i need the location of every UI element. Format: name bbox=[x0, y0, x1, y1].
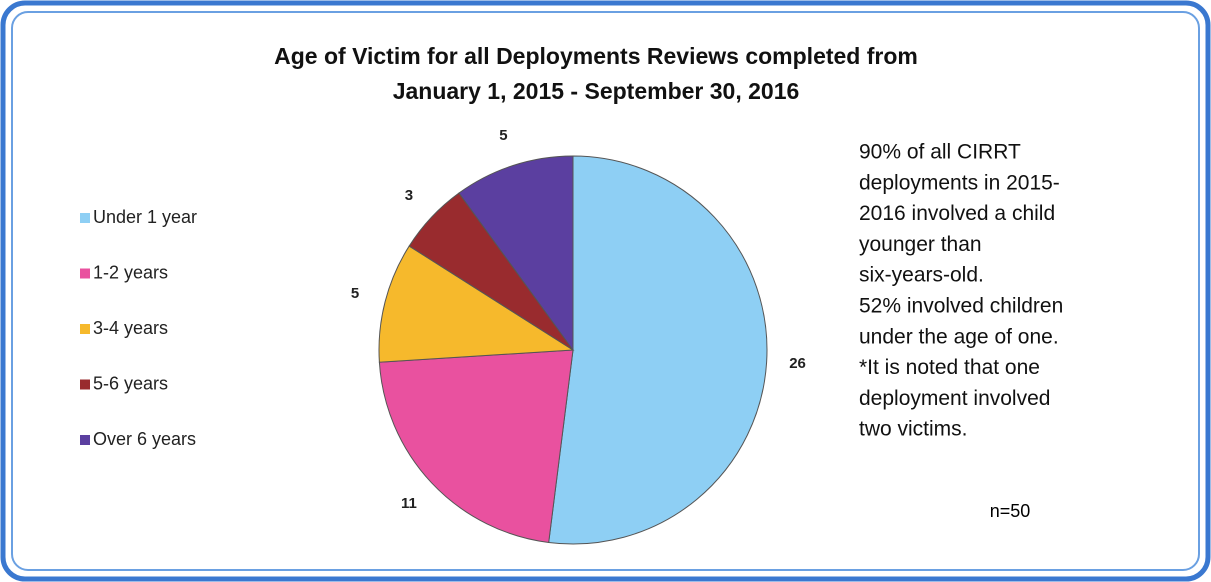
legend-swatch bbox=[80, 213, 90, 223]
annotation: younger than bbox=[859, 233, 982, 256]
pie-slice bbox=[458, 155, 574, 352]
data-label: 11 bbox=[401, 495, 417, 512]
annotation: 52% involved children bbox=[859, 295, 1063, 318]
legend-label: Under 1 year bbox=[93, 207, 197, 227]
data-label: 26 bbox=[789, 355, 806, 372]
annotation: deployments in 2015- bbox=[859, 171, 1060, 194]
data-label: 3 bbox=[405, 187, 413, 204]
annotation: 2016 involved a child bbox=[859, 202, 1055, 225]
legend-swatch bbox=[80, 268, 90, 279]
chart-title: January 1, 2015 - September 30, 2016 bbox=[393, 78, 800, 104]
pie-slice bbox=[548, 155, 768, 545]
data-label: 5 bbox=[351, 285, 359, 302]
legend-swatch bbox=[80, 324, 90, 334]
note: n=50 bbox=[990, 501, 1031, 521]
legend-swatch bbox=[80, 435, 90, 445]
annotation: two victims. bbox=[859, 418, 968, 441]
annotation: deployment involved bbox=[859, 387, 1050, 410]
annotation: *It is noted that one bbox=[859, 356, 1040, 379]
chart-title: Age of Victim for all Deployments Review… bbox=[274, 43, 918, 69]
inner-frame bbox=[11, 11, 1200, 571]
pie-slice bbox=[378, 349, 574, 544]
data-label: 5 bbox=[499, 127, 507, 144]
legend-swatch bbox=[80, 379, 90, 390]
legend-label: 3-4 years bbox=[93, 318, 168, 338]
pie-slice bbox=[378, 245, 575, 363]
annotation: six-years-old. bbox=[859, 264, 984, 287]
legend-label: 1-2 years bbox=[93, 262, 168, 282]
annotation: 90% of all CIRRT bbox=[859, 141, 1021, 164]
legend-label: Over 6 years bbox=[93, 429, 196, 449]
annotation: under the age of one. bbox=[859, 325, 1059, 348]
legend-label: 5-6 years bbox=[93, 373, 168, 393]
